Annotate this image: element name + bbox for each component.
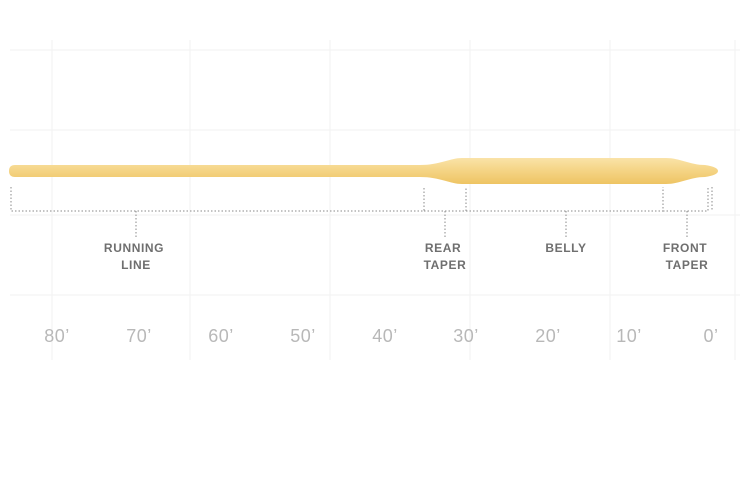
length-scale: 80’ 70’ 60’ 50’ 40’ 30’ 20’ 10’ 0’ <box>44 326 718 346</box>
fly-line-profile <box>9 158 718 184</box>
scale-label-70: 70’ <box>126 326 152 346</box>
running-line-label: RUNNING LINE <box>104 241 168 272</box>
scale-label-40: 40’ <box>372 326 398 346</box>
background-grid <box>10 40 740 360</box>
scale-label-50: 50’ <box>290 326 316 346</box>
scale-label-10: 10’ <box>616 326 642 346</box>
belly-label: BELLY <box>545 241 586 255</box>
scale-label-60: 60’ <box>208 326 234 346</box>
scale-label-0: 0’ <box>703 326 718 346</box>
section-brackets <box>10 187 713 238</box>
scale-label-20: 20’ <box>535 326 561 346</box>
section-labels: RUNNING LINE REAR TAPER BELLY FRONT TAPE… <box>104 241 711 272</box>
scale-label-30: 30’ <box>453 326 479 346</box>
rear-taper-label: REAR TAPER <box>424 241 467 272</box>
front-taper-label: FRONT TAPER <box>663 241 711 272</box>
scale-label-80: 80’ <box>44 326 70 346</box>
